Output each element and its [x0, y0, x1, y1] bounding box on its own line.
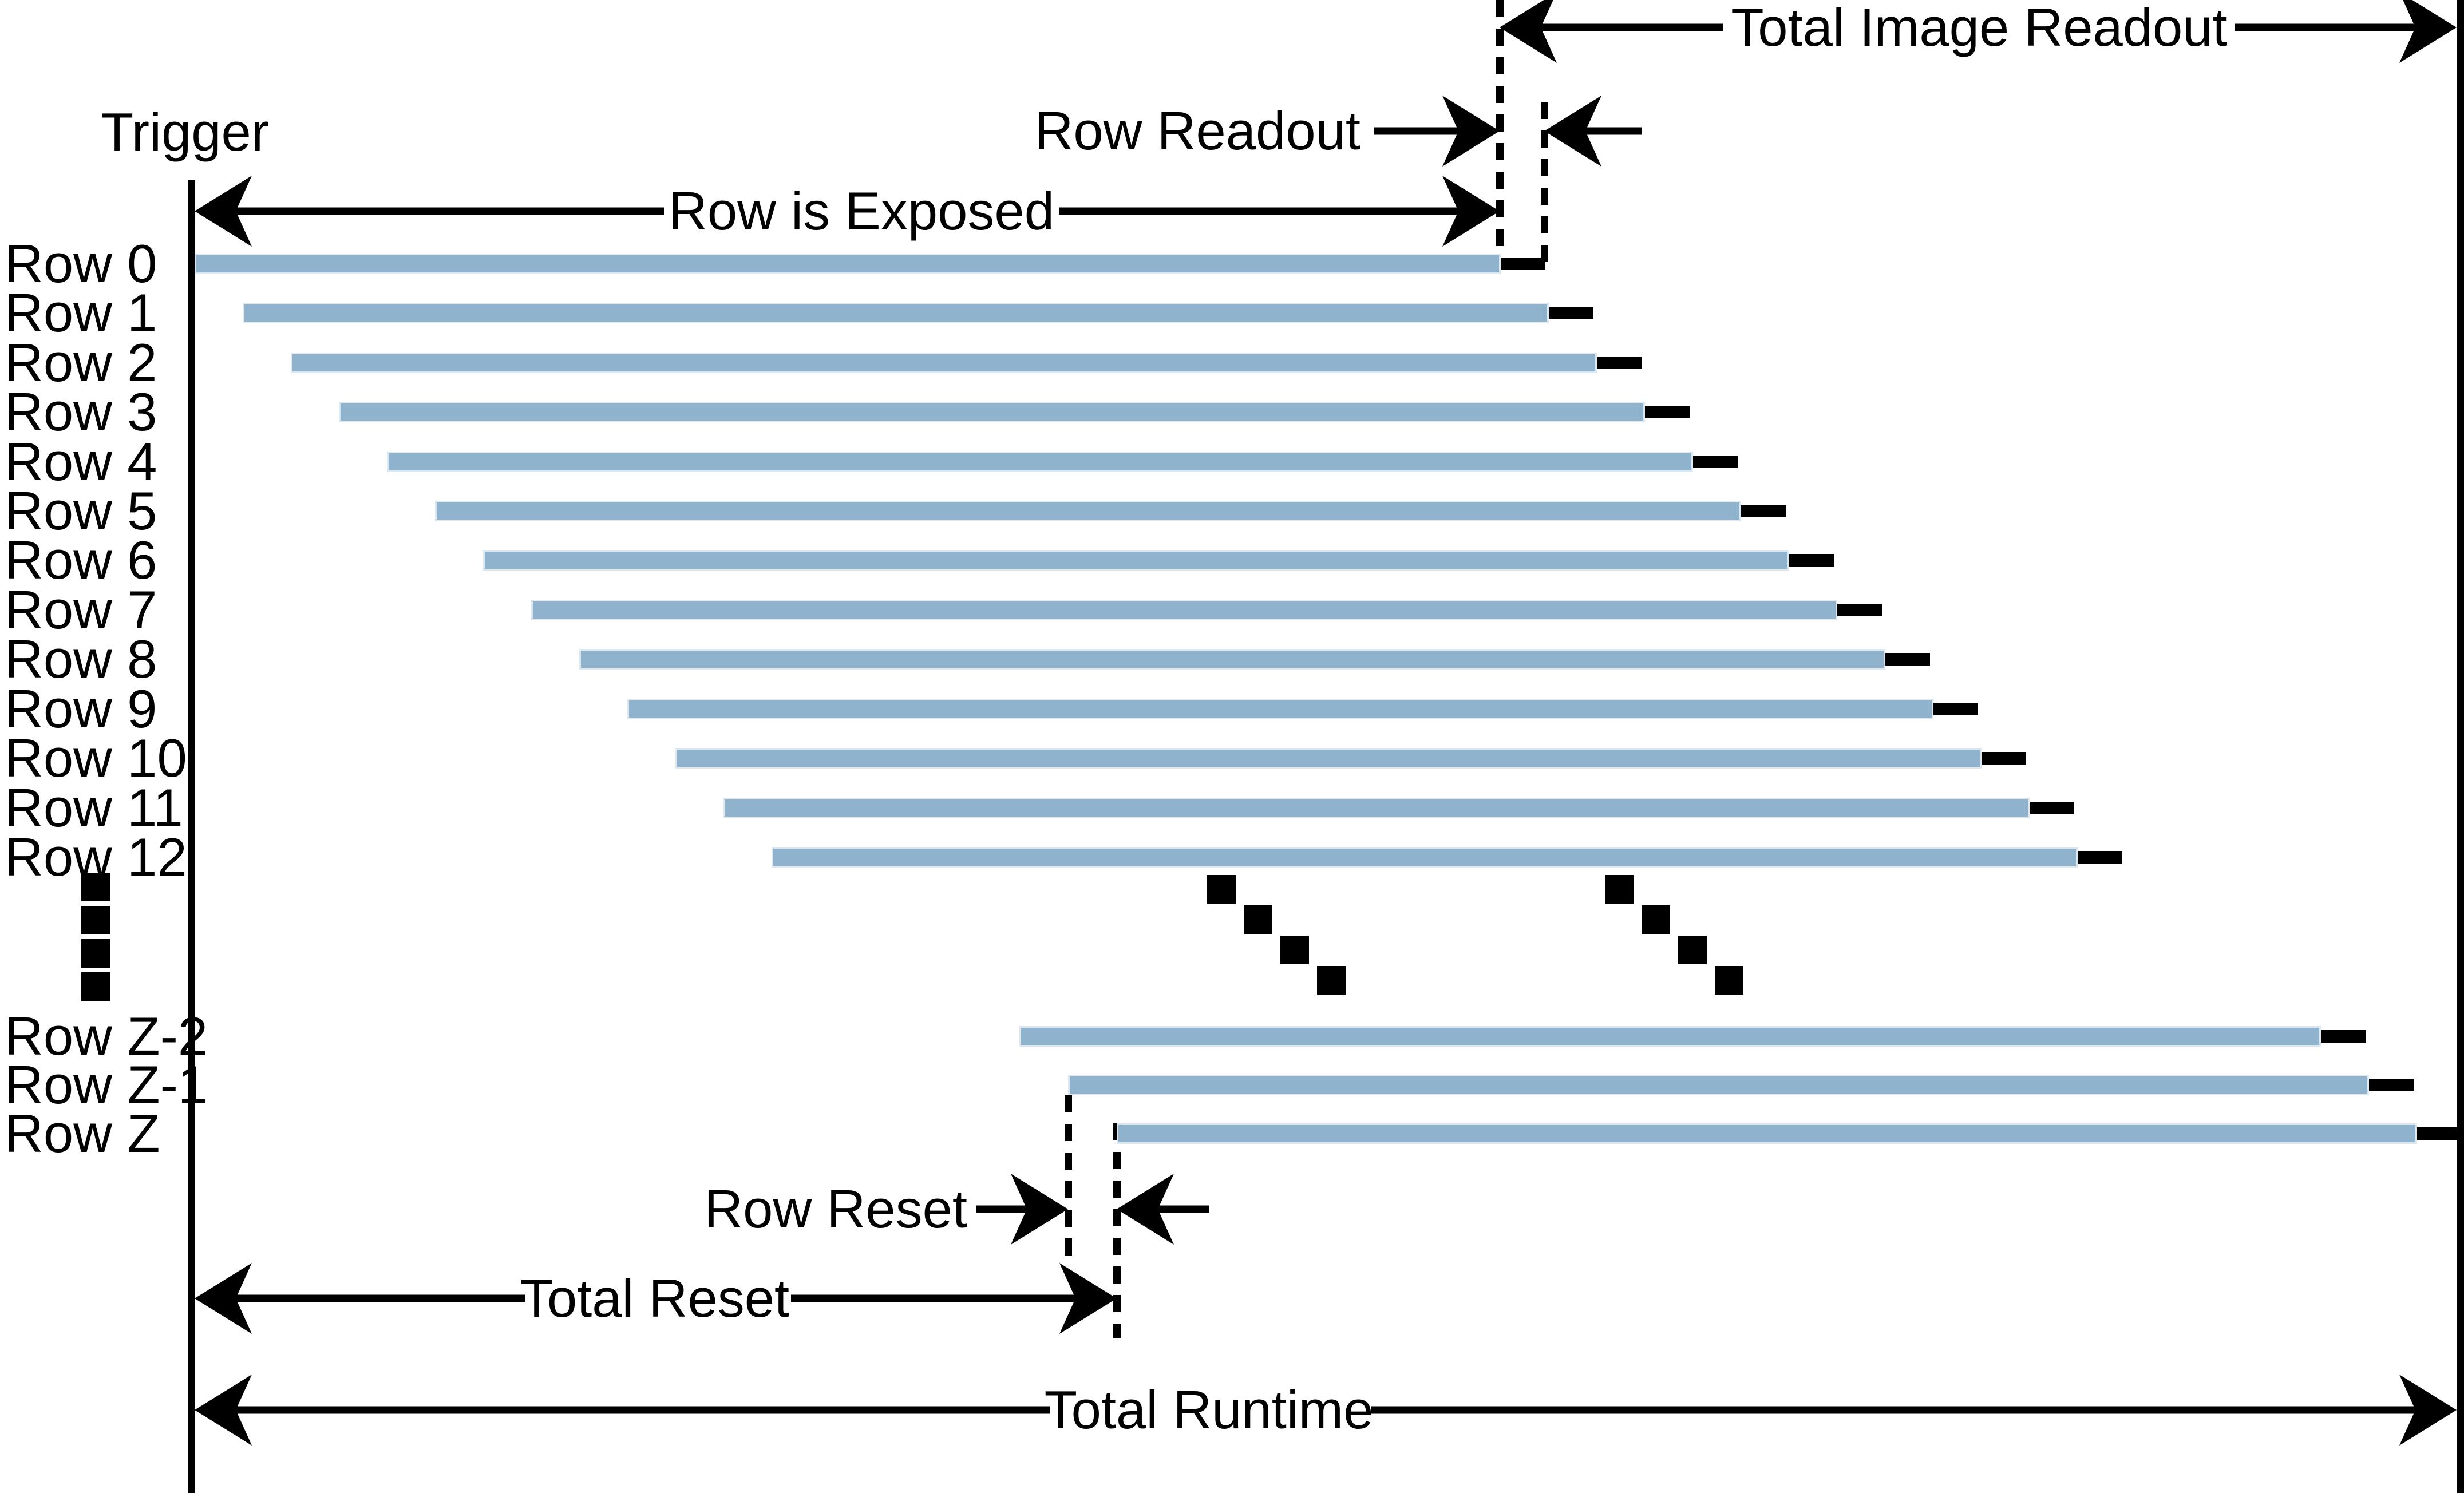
row-label: Row 0 — [5, 233, 157, 294]
label-trigger: Trigger — [100, 102, 270, 162]
arrowhead-left — [195, 1263, 252, 1334]
bar-ellipsis-right-dot — [1678, 936, 1707, 964]
readout-bar — [1789, 554, 1834, 567]
readout-bar — [2321, 1030, 2366, 1043]
row-ellipsis-vertical-dot — [81, 939, 110, 968]
readout-bar — [1549, 307, 1593, 319]
arrowhead-left — [1500, 0, 1557, 63]
bar-ellipsis-left-dot — [1317, 966, 1346, 995]
row-label: Row Z-2 — [5, 1006, 208, 1066]
exposure-bar — [627, 699, 1933, 719]
label-row-readout: Row Readout — [1034, 101, 1360, 161]
readout-bar — [1645, 406, 1690, 418]
exposure-bar — [579, 649, 1885, 670]
exposure-bar — [195, 254, 1501, 274]
arrowhead-left — [195, 176, 252, 247]
row-label: Row 8 — [5, 629, 157, 689]
readout-bar — [1597, 357, 1642, 369]
row-label: Row 3 — [5, 382, 157, 442]
label-total-image-readout: Total Image Readout — [1731, 0, 2228, 57]
row-ellipsis-vertical-dot — [81, 906, 110, 934]
exposure-bar — [772, 847, 2078, 868]
exposure-bar — [243, 303, 1549, 323]
arrowhead-left — [1117, 1174, 1174, 1245]
row-label: Row 4 — [5, 431, 157, 492]
exposure-bar — [531, 600, 1837, 620]
bar-ellipsis-right-dot — [1642, 905, 1670, 934]
row-label: Row 1 — [5, 283, 157, 343]
label-row-reset: Row Reset — [704, 1179, 967, 1239]
dashed-guide-line — [1541, 102, 1548, 271]
arrowhead-right — [1059, 1263, 1117, 1334]
exposure-bar — [435, 501, 1741, 521]
row-label: Row Z-1 — [5, 1055, 208, 1115]
readout-bar — [2369, 1079, 2414, 1091]
readout-bar — [2078, 851, 2122, 864]
bar-ellipsis-left-dot — [1280, 936, 1309, 964]
readout-bar — [1501, 258, 1545, 270]
arrowhead-right — [1442, 176, 1500, 247]
readout-bar — [1933, 703, 1978, 715]
bar-ellipsis-right-dot — [1715, 966, 1743, 995]
arrowhead-right — [2399, 1375, 2457, 1446]
row-label: Row 6 — [5, 530, 157, 590]
readout-bar — [1837, 604, 1882, 616]
dashed-guide-line — [1496, 0, 1504, 259]
arrowhead-left — [195, 1375, 252, 1446]
label-row-is-exposed: Row is Exposed — [669, 181, 1054, 241]
row-label: Row 11 — [5, 778, 183, 838]
row-label: Row 7 — [5, 580, 157, 640]
row-label: Row 2 — [5, 332, 157, 393]
readout-bar — [2030, 802, 2074, 814]
exposure-bar — [483, 550, 1789, 571]
bar-ellipsis-left-dot — [1207, 875, 1236, 904]
dashed-guide-line — [1113, 1123, 1121, 1338]
readout-bar — [1741, 505, 1786, 517]
row-ellipsis-vertical-dot — [81, 972, 110, 1001]
readout-end-line — [2457, 0, 2464, 1493]
exposure-bar — [291, 353, 1597, 373]
trigger-line — [188, 180, 195, 1493]
exposure-bar — [1117, 1123, 2417, 1144]
readout-bar — [1693, 456, 1738, 468]
row-label: Row 10 — [5, 728, 187, 788]
arrowhead-right — [1011, 1174, 1068, 1245]
exposure-bar — [339, 402, 1645, 422]
row-label: Row 9 — [5, 679, 157, 739]
row-ellipsis-vertical-dot — [81, 873, 110, 901]
label-total-runtime: Total Runtime — [1044, 1380, 1374, 1440]
readout-bar — [1982, 752, 2026, 765]
readout-bar — [1885, 653, 1930, 666]
arrowhead-left — [1544, 96, 1601, 167]
exposure-bar — [387, 452, 1693, 472]
arrowhead-right — [1442, 96, 1500, 167]
label-total-reset: Total Reset — [520, 1268, 790, 1328]
exposure-bar — [1068, 1075, 2369, 1095]
dashed-guide-line — [1065, 1095, 1072, 1262]
row-label: Row Z — [5, 1103, 160, 1163]
arrowhead-right — [2399, 0, 2457, 63]
exposure-bar — [723, 798, 2030, 818]
bar-ellipsis-left-dot — [1244, 905, 1272, 934]
exposure-bar — [675, 748, 1982, 769]
bar-ellipsis-right-dot — [1605, 875, 1634, 904]
readout-bar — [2417, 1127, 2457, 1140]
exposure-bar — [1019, 1026, 2321, 1047]
row-label: Row 5 — [5, 481, 157, 541]
